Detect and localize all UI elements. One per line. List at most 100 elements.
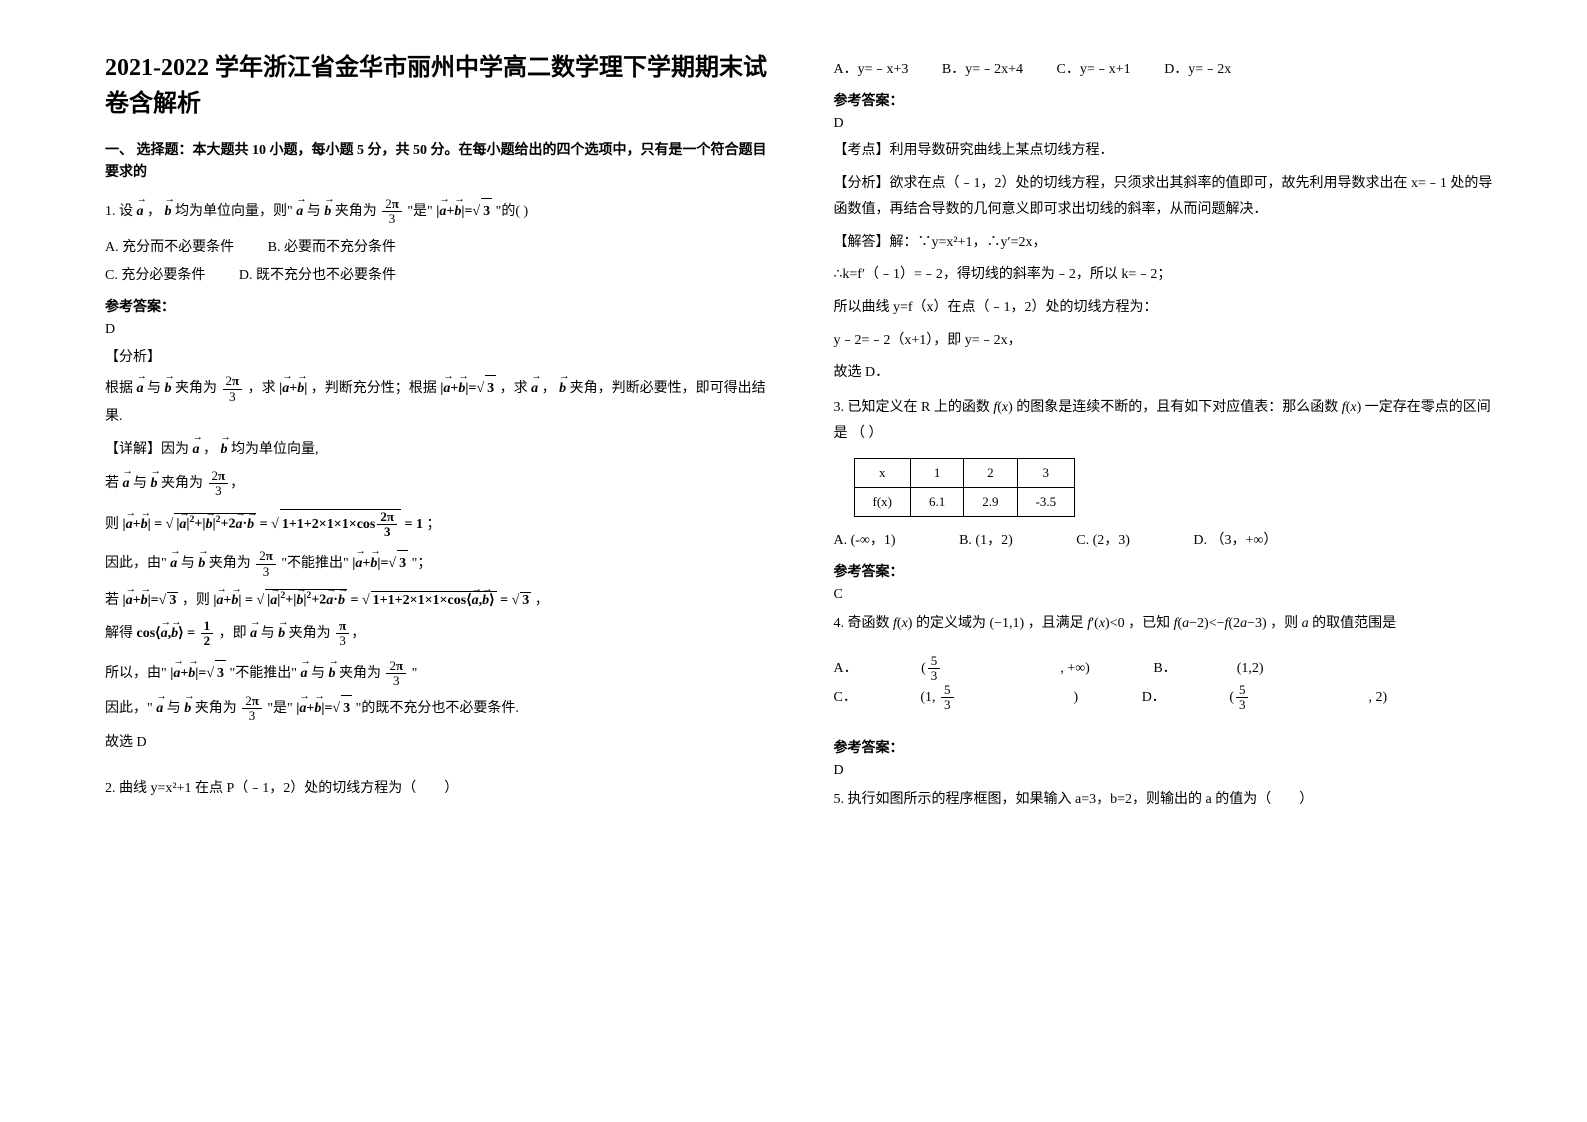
q2-l3: y﹣2=﹣2（x+1），即 y=﹣2x， [834, 328, 1503, 355]
text: 与 [133, 476, 151, 491]
text: 夹角为 [175, 381, 221, 396]
frac-2pi-3: 2π3 [382, 197, 402, 227]
q1-mid5: "是" [407, 204, 432, 219]
vec-b-icon: b [165, 199, 172, 226]
text: 均为单位向量, [231, 442, 319, 457]
q1-math-1: 则 |a+b| = |a|2+|b|2+2a·b = 1+1+2×1×1×cos… [105, 509, 774, 540]
vec-b-icon: b [278, 626, 285, 642]
frac-pi-3: π3 [336, 619, 349, 649]
q2-jd: 【解答】解：∵y=x²+1，∴y′=2x， [834, 230, 1503, 257]
table-cell: 3 [1017, 458, 1075, 487]
vec-a-icon: a [193, 437, 200, 464]
q3-ans: C [834, 587, 1503, 603]
q1-optC: C. 充分必要条件 [105, 262, 205, 290]
q2-optD: D．y=﹣2x [1164, 56, 1231, 84]
q4-ans: D [834, 763, 1503, 779]
q1-optB: B. 必要而不充分条件 [268, 234, 396, 262]
q2-l4: 故选 D． [834, 360, 1503, 387]
q1-ruo-line: 若 a 与 b 夹角为 2π3， [105, 469, 774, 499]
vec-a-icon: a [156, 696, 163, 723]
text: ，且满足 [1028, 616, 1084, 631]
q3-table: x 1 2 3 f(x) 6.1 2.9 -3.5 [854, 458, 1076, 517]
q2-l2: 所以曲线 y=f（x）在点（﹣1，2）处的切线方程为： [834, 295, 1503, 322]
q2-l1: ∴k=f′（﹣1）=﹣2，得切线的斜率为﹣2，所以 k=﹣2； [834, 262, 1503, 289]
q1-guxuan: 故选 D [105, 730, 774, 757]
q4-optB: B．(1,2) [1153, 655, 1263, 683]
q1-analysis-tag: 【分析】 [105, 346, 774, 366]
vec-a-icon: a [250, 626, 257, 642]
text: ， [542, 381, 556, 396]
q1-analysis-p1: 根据 a 与 b 夹角为 2π3 ，求 |a+b| ，判断充分性；根据 |a+b… [105, 374, 774, 430]
text: " [412, 666, 418, 681]
text: "； [412, 556, 432, 571]
q1-optA: A. 充分而不必要条件 [105, 234, 234, 262]
page: 2021-2022 学年浙江省金华市丽州中学高二数学理下学期期末试卷含解析 一、… [0, 0, 1587, 1122]
text: C． [834, 684, 857, 712]
q3-optD: D. （3，+∞） [1193, 527, 1277, 555]
right-column: A．y=﹣x+3 B．y=﹣2x+4 C．y=﹣x+1 D．y=﹣2x 参考答案… [804, 50, 1518, 1092]
q4-optD: D． (53, 2) [1142, 683, 1387, 713]
section-1-header: 一、 选择题：本大题共 10 小题，每小题 5 分，共 50 分。在每小题给出的… [105, 140, 774, 185]
text: ，则 [182, 593, 210, 608]
text: 因此，由" [105, 556, 167, 571]
text: 与 [167, 701, 185, 716]
q1-yinci2: 因此，" a 与 b 夹角为 2π3 "是" |a+b|=3 "的既不充分也不必… [105, 694, 774, 724]
text: "不能推出" [281, 556, 348, 571]
q4-options: A． (53, +∞) B．(1,2) C． (1, 53) D． (53, 2… [834, 654, 1503, 713]
table-cell: f(x) [854, 487, 911, 516]
text: ，则 [1270, 616, 1298, 631]
q3-options: A. (-∞，1) B. (1，2) C. (2，3) D. （3，+∞） [834, 527, 1503, 555]
q1-stem: 1. 设 a ， b 均为单位向量，则" a 与 b 夹角为 2π3 "是" |… [105, 197, 774, 227]
text: ，判断充分性；根据 [311, 381, 437, 396]
vec-a-icon: a [137, 199, 144, 226]
text: "不能推出" [230, 666, 297, 681]
q2-ans: D [834, 116, 1503, 132]
left-column: 2021-2022 学年浙江省金华市丽州中学高二数学理下学期期末试卷含解析 一、… [90, 50, 804, 1092]
q1-mid2: 均为单位向量，则" [175, 204, 293, 219]
table-cell: 1 [911, 458, 964, 487]
text: ，已知 [1128, 616, 1170, 631]
vec-a-icon: a [300, 661, 307, 688]
vec-b-icon: b [324, 199, 331, 226]
q1-jie: 解得 cos⟨a,b⟩ = 12 ，即 a 与 b 夹角为 π3， [105, 619, 774, 649]
q4-ans-label: 参考答案： [834, 737, 1503, 757]
q1-detail-tag: 【详解】因为 a ， b 均为单位向量, [105, 437, 774, 464]
q1-yinci: 因此，由" a 与 b 夹角为 2π3 "不能推出" |a+b|=3 "； [105, 549, 774, 579]
q3-optC: C. (2，3) [1076, 527, 1130, 555]
vec-b-icon: b [198, 551, 205, 578]
vec-a-icon: a [296, 199, 303, 226]
text: B． [1153, 655, 1176, 683]
q1-mid1: ， [147, 204, 161, 219]
text: 夹角为 [195, 701, 241, 716]
q4-optA: A． (53, +∞) [834, 654, 1090, 684]
vec-b-icon: b [165, 376, 172, 403]
q1-pre: 1. 设 [105, 204, 133, 219]
text: 的取值范围是 [1312, 616, 1396, 631]
q2-kd: 【考点】利用导数研究曲线上某点切线方程． [834, 138, 1503, 165]
text: D． [1142, 684, 1166, 712]
q1-optD: D. 既不充分也不必要条件 [239, 262, 396, 290]
q2-options: A．y=﹣x+3 B．y=﹣2x+4 C．y=﹣x+1 D．y=﹣2x [834, 56, 1503, 84]
q1-options: A. 充分而不必要条件 B. 必要而不充分条件 C. 充分必要条件 D. 既不充… [105, 234, 774, 290]
text: 夹角为 [339, 666, 385, 681]
table-row: x 1 2 3 [854, 458, 1075, 487]
frac-2pi-3: 2π3 [223, 374, 243, 404]
q4-stem: 4. 奇函数 f(x) 的定义域为 (−1,1) ，且满足 f′(x)<0 ，已… [834, 611, 1503, 638]
text: 所以，由" [105, 666, 167, 681]
text: 解得 [105, 626, 133, 641]
q2-optA: A．y=﹣x+3 [834, 56, 909, 84]
vec-a-icon: a [137, 376, 144, 403]
vec-b-icon: b [559, 376, 566, 403]
table-cell: x [854, 458, 911, 487]
vec-b-icon: b [221, 437, 228, 464]
vec-b-icon: b [184, 696, 191, 723]
q2-ans-label: 参考答案： [834, 90, 1503, 110]
text: 的定义域为 [916, 616, 986, 631]
frac-2pi-3: 2π3 [209, 469, 229, 499]
q1-mid4: 夹角为 [335, 204, 381, 219]
text: 与 [181, 556, 199, 571]
q1-ans-label: 参考答案： [105, 296, 774, 316]
q2-optB: B．y=﹣2x+4 [942, 56, 1023, 84]
text: 则 [105, 517, 119, 532]
table-cell: -3.5 [1017, 487, 1075, 516]
